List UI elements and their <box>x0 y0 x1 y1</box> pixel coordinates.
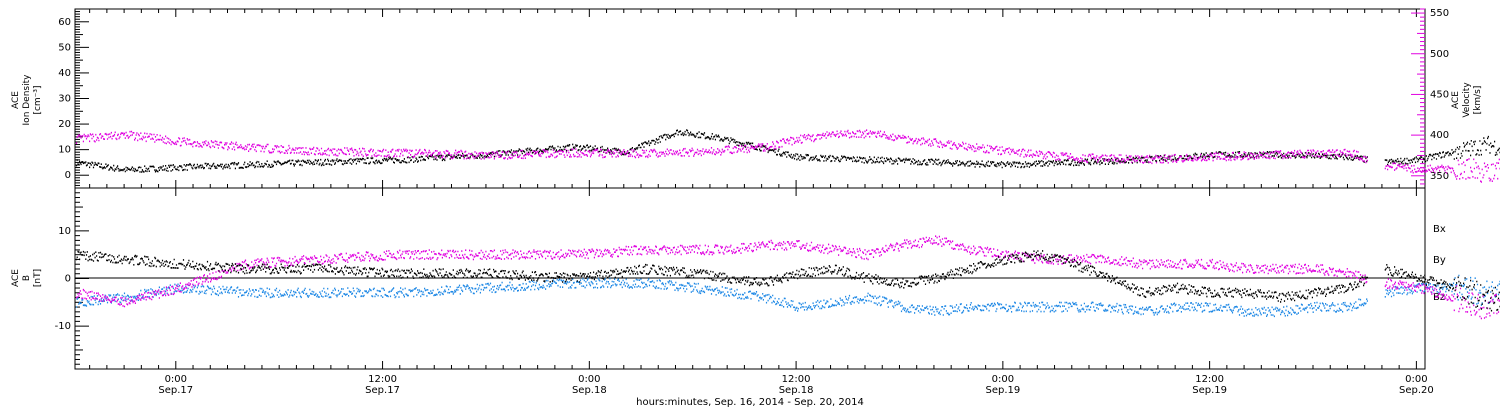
x-tick-date-label: Sep.17 <box>365 385 400 396</box>
y-left-tick-label: 60 <box>58 17 71 28</box>
y-bottom-tick-label: 10 <box>58 226 71 237</box>
y-left-tick-label: 50 <box>58 42 71 53</box>
y-right-tick-label: 450 <box>1430 89 1449 100</box>
legend-by: By <box>1433 255 1446 266</box>
by-points <box>75 274 1500 318</box>
top-left-ylabel: ACE Ion Density [cm⁻³] <box>11 74 43 126</box>
top-right-ylabel-line2: Velocity <box>1462 82 1472 118</box>
y-left-tick-label: 30 <box>58 94 71 105</box>
x-tick-time-label: 12:00 <box>1195 374 1224 385</box>
y-right-tick-label: 350 <box>1430 171 1449 182</box>
x-tick-time-label: 0:00 <box>1405 374 1427 385</box>
density-points <box>75 129 1500 173</box>
top-right-ylabel-line1: ACE <box>1451 91 1461 109</box>
y-left-tick-label: 40 <box>58 68 71 79</box>
top-right-ylabel-line3: [km/s] <box>1473 86 1483 115</box>
y-right-tick-label: 400 <box>1430 130 1449 141</box>
x-tick-date-label: Sep.18 <box>779 385 814 396</box>
x-tick-time-label: 12:00 <box>368 374 397 385</box>
x-tick-date-label: Sep.17 <box>158 385 193 396</box>
top-left-ylabel-line1: ACE <box>11 91 21 109</box>
bottom-ylabel-line2: B <box>22 275 32 281</box>
y-right-tick-label: 500 <box>1430 49 1449 60</box>
x-tick-time-label: 0:00 <box>992 374 1014 385</box>
bottom-ylabel-line3: [nT] <box>33 269 43 287</box>
top-right-ylabel: ACE Velocity [km/s] <box>1451 82 1483 118</box>
x-tick-time-label: 0:00 <box>165 374 187 385</box>
legend-bx: Bx <box>1433 224 1446 235</box>
x-tick-date-label: Sep.19 <box>985 385 1020 396</box>
y-bottom-tick-label: 0 <box>65 274 71 285</box>
x-tick-time-label: 0:00 <box>578 374 600 385</box>
velocity-points <box>75 129 1500 183</box>
top-left-ylabel-line2: Ion Density <box>22 74 32 126</box>
bottom-ylabel: ACE B [nT] <box>11 269 43 287</box>
x-tick-date-label: Sep.19 <box>1192 385 1227 396</box>
x-tick-date-label: Sep.20 <box>1399 385 1434 396</box>
bx-points <box>75 250 1500 312</box>
y-left-tick-label: 10 <box>58 145 71 156</box>
y-bottom-tick-label: -10 <box>55 321 71 332</box>
legend-bz: Bz <box>1433 292 1445 303</box>
x-tick-date-label: Sep.18 <box>572 385 607 396</box>
x-tick-time-label: 12:00 <box>782 374 811 385</box>
top-left-ylabel-line3: [cm⁻³] <box>33 85 43 114</box>
y-right-tick-label: 550 <box>1430 8 1449 19</box>
y-left-tick-label: 20 <box>58 119 71 130</box>
chart-marks: 0:00Sep.1712:00Sep.170:00Sep.1812:00Sep.… <box>55 8 1500 396</box>
x-axis-title: hours:minutes, Sep. 16, 2014 - Sep. 20, … <box>636 397 864 408</box>
bottom-ylabel-line1: ACE <box>11 269 21 287</box>
bz-points <box>75 235 1500 320</box>
y-left-tick-label: 0 <box>65 170 71 181</box>
